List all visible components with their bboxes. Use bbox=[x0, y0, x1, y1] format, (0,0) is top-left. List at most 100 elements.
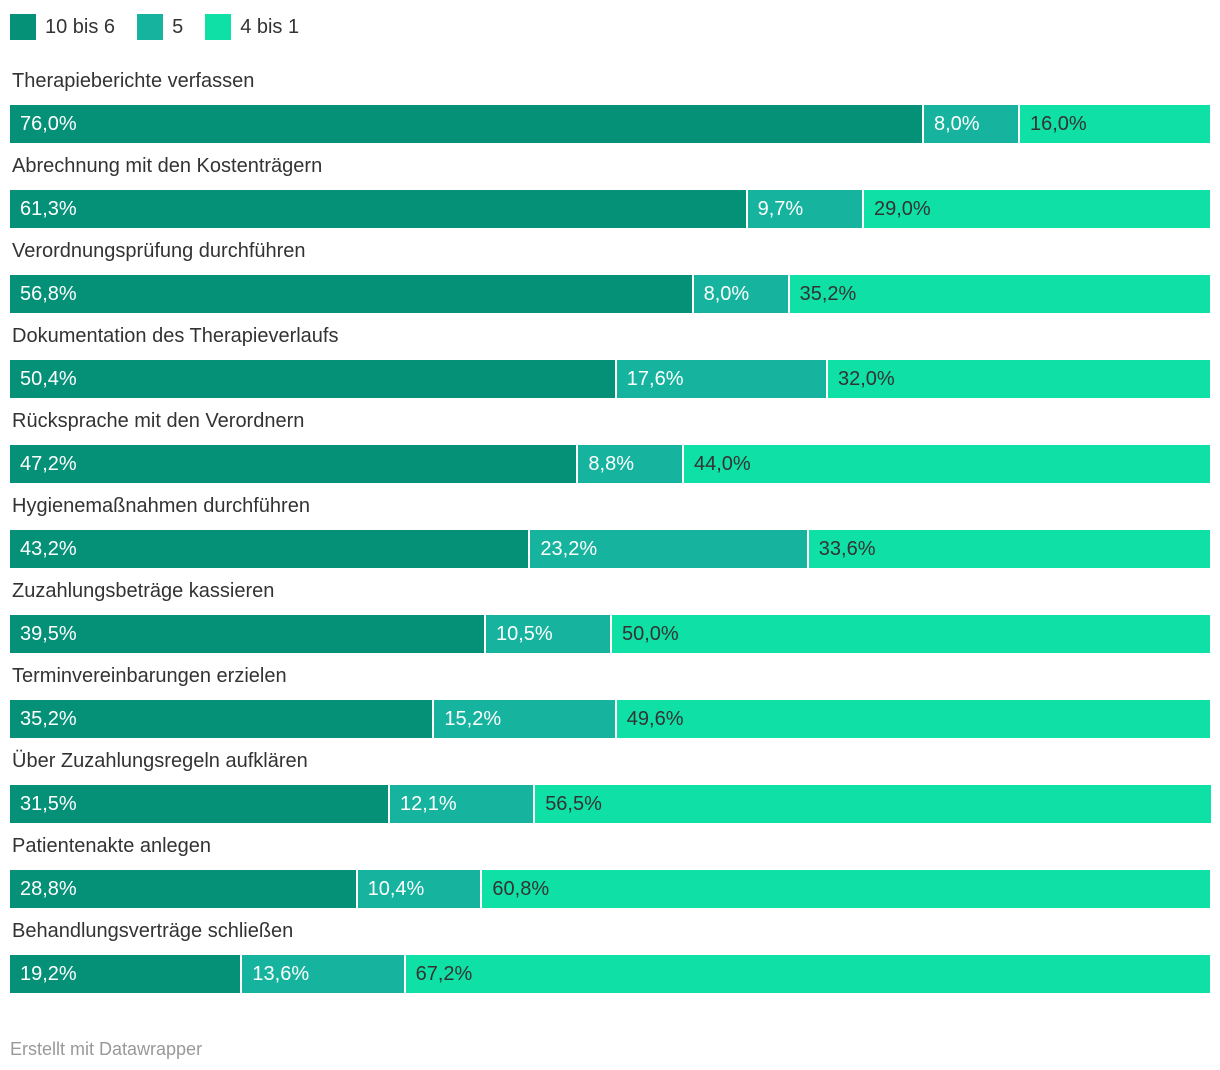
segment-value-label: 19,2% bbox=[20, 962, 77, 985]
bar-row: Abrechnung mit den Kostenträgern 61,3% 9,7… bbox=[10, 154, 1210, 228]
segment-value-label: 56,8% bbox=[20, 282, 77, 305]
bar-segment: 60,8% bbox=[480, 870, 1210, 908]
segment-value-label: 39,5% bbox=[20, 622, 77, 645]
bar-segment: 13,6% bbox=[240, 955, 404, 993]
bar-segment: 15,2% bbox=[432, 700, 615, 738]
legend-swatch-4-bis-1 bbox=[205, 14, 232, 40]
datawrapper-attribution-link[interactable]: Erstellt mit Datawrapper bbox=[10, 1039, 203, 1059]
bar-segment: 35,2% bbox=[787, 275, 1210, 313]
bar-row: Behandlungsverträge schließen 19,2% 13,6% 6… bbox=[10, 919, 1210, 993]
bar-segment: 33,6% bbox=[806, 530, 1210, 568]
stacked-bar: 50,4% 17,6% 32,0% bbox=[10, 360, 1210, 398]
bar-segment: 61,3% bbox=[10, 190, 746, 228]
bar-segment: 10,4% bbox=[355, 870, 481, 908]
legend-label: 4 bis 1 bbox=[240, 15, 300, 38]
category-label: Hygienemaßnahmen durchführen bbox=[12, 495, 310, 517]
category-label: Über Zuzahlungsregeln aufklären bbox=[12, 750, 308, 772]
legend-label: 5 bbox=[172, 15, 184, 38]
bar-row: Rücksprache mit den Verordnern 47,2% 8,8% 4… bbox=[10, 409, 1210, 483]
segment-value-label: 56,5% bbox=[545, 792, 602, 815]
segment-value-label: 13,6% bbox=[252, 962, 310, 985]
bar-segment: 56,8% bbox=[10, 275, 692, 313]
segment-value-label: 76,0% bbox=[20, 112, 77, 135]
segment-value-label: 8,0% bbox=[703, 282, 750, 305]
segment-value-label: 67,2% bbox=[415, 962, 473, 985]
bar-segment: 44,0% bbox=[681, 445, 1210, 483]
segment-value-label: 10,4% bbox=[367, 877, 425, 900]
bar-row: Patientenakte anlegen 28,8% 10,4% 60,8% bbox=[10, 834, 1210, 908]
bar-row: Verordnungsprüfung durchführen 56,8% 8,0% 3… bbox=[10, 239, 1210, 313]
category-label: Rücksprache mit den Verordnern bbox=[12, 410, 305, 432]
category-label: Abrechnung mit den Kostenträgern bbox=[12, 155, 323, 177]
segment-value-label: 8,0% bbox=[934, 112, 980, 135]
category-label: Therapieberichte verfassen bbox=[12, 70, 255, 92]
bar-segment: 8,0% bbox=[922, 105, 1018, 143]
segment-value-label: 32,0% bbox=[837, 367, 895, 390]
stacked-bar: 35,2% 15,2% 49,6% bbox=[10, 700, 1210, 738]
segment-value-label: 43,2% bbox=[20, 537, 77, 560]
segment-value-label: 49,6% bbox=[626, 707, 684, 730]
segment-value-label: 35,2% bbox=[799, 282, 857, 305]
category-label: Terminvereinbarungen erzielen bbox=[12, 665, 287, 687]
segment-value-label: 50,4% bbox=[20, 367, 77, 390]
stacked-bar: 76,0% 8,0% 16,0% bbox=[10, 105, 1210, 143]
bar-segment: 47,2% bbox=[10, 445, 577, 483]
bar-row: Hygienemaßnahmen durchführen 43,2% 23,2% 33… bbox=[10, 494, 1210, 568]
bar-segment: 9,7% bbox=[745, 190, 862, 228]
segment-value-label: 35,2% bbox=[20, 707, 77, 730]
category-label: Dokumentation des Therapieverlaufs bbox=[12, 325, 339, 347]
stacked-bar: 28,8% 10,4% 60,8% bbox=[10, 870, 1210, 908]
bar-segment: 31,5% bbox=[10, 785, 388, 823]
segment-value-label: 50,0% bbox=[622, 622, 679, 645]
bar-segment: 56,5% bbox=[533, 785, 1212, 823]
stacked-bar: 47,2% 8,8% 44,0% bbox=[10, 445, 1210, 483]
bar-row: Über Zuzahlungsregeln aufklären 31,5% 12,1… bbox=[10, 749, 1212, 823]
legend-swatch-5 bbox=[137, 14, 164, 40]
segment-value-label: 29,0% bbox=[873, 197, 931, 220]
bar-segment: 32,0% bbox=[825, 360, 1210, 398]
bar-row: Therapieberichte verfassen 76,0% 8,0% 16,0% bbox=[10, 69, 1210, 143]
bar-row: Zuzahlungsbeträge kassieren 39,5% 10,5% 50,… bbox=[10, 579, 1210, 653]
segment-value-label: 9,7% bbox=[757, 197, 804, 220]
bar-segment: 23,2% bbox=[528, 530, 807, 568]
category-label: Behandlungsverträge schließen bbox=[12, 920, 294, 942]
bar-segment: 10,5% bbox=[484, 615, 610, 653]
bar-segment: 50,0% bbox=[610, 615, 1210, 653]
legend-item-10-bis-6: 10 bis 6 bbox=[10, 14, 115, 40]
bar-segment: 28,8% bbox=[10, 870, 356, 908]
stacked-bar: 39,5% 10,5% 50,0% bbox=[10, 615, 1210, 653]
segment-value-label: 61,3% bbox=[20, 197, 77, 220]
bar-segment: 49,6% bbox=[614, 700, 1210, 738]
segment-value-label: 17,6% bbox=[626, 367, 684, 390]
segment-value-label: 10,5% bbox=[496, 622, 553, 645]
bar-segment: 12,1% bbox=[388, 785, 534, 823]
bar-segment: 76,0% bbox=[10, 105, 922, 143]
bar-segment: 29,0% bbox=[861, 190, 1210, 228]
stacked-bar: 43,2% 23,2% 33,6% bbox=[10, 530, 1210, 568]
legend: 10 bis 6 5 4 bis 1 bbox=[10, 14, 1210, 40]
bar-row: Terminvereinbarungen erzielen 35,2% 15,2% 4… bbox=[10, 664, 1210, 738]
segment-value-label: 28,8% bbox=[20, 877, 77, 900]
segment-value-label: 16,0% bbox=[1030, 112, 1087, 135]
stacked-bar: 56,8% 8,0% 35,2% bbox=[10, 275, 1210, 313]
bar-segment: 16,0% bbox=[1018, 105, 1210, 143]
stacked-bar: 61,3% 9,7% 29,0% bbox=[10, 190, 1210, 228]
legend-item-5: 5 bbox=[137, 14, 183, 40]
segment-value-label: 15,2% bbox=[444, 707, 502, 730]
segment-value-label: 8,8% bbox=[588, 452, 634, 475]
segment-value-label: 12,1% bbox=[400, 792, 457, 815]
segment-value-label: 60,8% bbox=[492, 877, 550, 900]
category-label: Zuzahlungsbeträge kassieren bbox=[12, 580, 275, 602]
segment-value-label: 33,6% bbox=[818, 537, 876, 560]
category-label: Patientenakte anlegen bbox=[12, 835, 212, 857]
category-label: Verordnungsprüfung durchführen bbox=[12, 240, 306, 262]
bar-rows: Therapieberichte verfassen 76,0% 8,0% 16,0%… bbox=[10, 69, 1212, 993]
bar-segment: 19,2% bbox=[10, 955, 241, 993]
bar-segment: 67,2% bbox=[403, 955, 1210, 993]
segment-value-label: 47,2% bbox=[20, 452, 77, 475]
legend-label: 10 bis 6 bbox=[45, 15, 116, 38]
bar-segment: 8,8% bbox=[576, 445, 682, 483]
stacked-bar: 31,5% 12,1% 56,5% bbox=[10, 785, 1212, 823]
legend-swatch-10-bis-6 bbox=[10, 14, 36, 40]
bar-segment: 35,2% bbox=[10, 700, 433, 738]
